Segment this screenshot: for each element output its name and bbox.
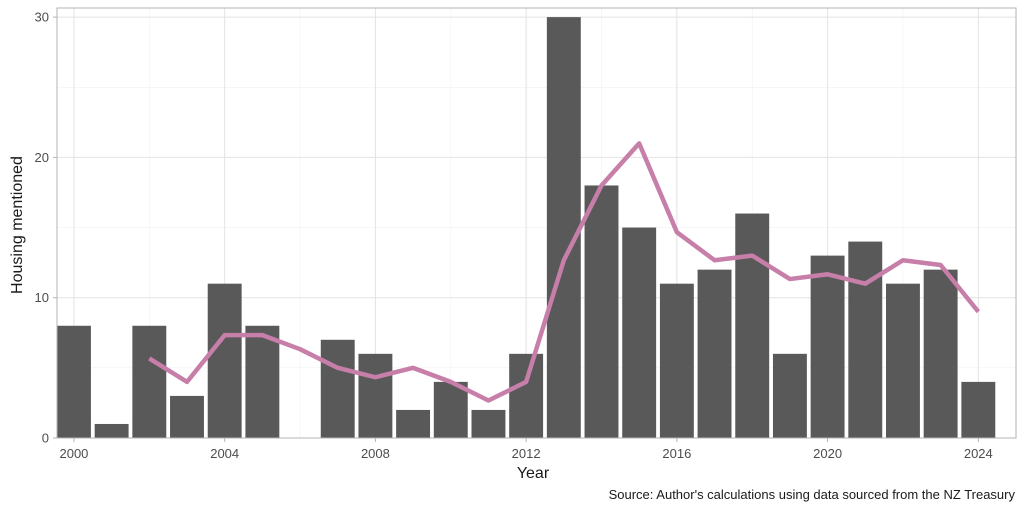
x-tick-label: 2024 bbox=[964, 446, 993, 461]
bar bbox=[622, 227, 657, 438]
bar bbox=[584, 185, 619, 438]
bar bbox=[245, 325, 280, 438]
x-axis-title: Year bbox=[517, 465, 550, 482]
bar bbox=[961, 381, 996, 438]
moving-average-line bbox=[148, 141, 981, 403]
bar-series bbox=[57, 17, 996, 439]
y-tick-label: 10 bbox=[35, 290, 49, 305]
bar bbox=[320, 339, 355, 438]
y-tick-label: 0 bbox=[42, 431, 49, 446]
x-tick-label: 2008 bbox=[361, 446, 390, 461]
x-tick-label: 2016 bbox=[662, 446, 691, 461]
y-tick-label: 20 bbox=[35, 150, 49, 165]
bar bbox=[735, 213, 770, 438]
bar bbox=[772, 353, 807, 438]
line-series bbox=[148, 141, 981, 403]
bar bbox=[885, 283, 920, 438]
bar bbox=[471, 409, 506, 438]
bar bbox=[509, 353, 544, 438]
x-tick-label: 2004 bbox=[210, 446, 239, 461]
bar bbox=[433, 381, 468, 438]
bar bbox=[810, 255, 845, 438]
x-axis-ticks: 2000 2004 2008 2012 2016 2020 2024 bbox=[59, 438, 993, 461]
bar bbox=[546, 17, 581, 439]
bar bbox=[848, 241, 883, 438]
panel-border bbox=[56, 7, 1017, 439]
bar bbox=[358, 353, 393, 438]
x-tick-label: 2012 bbox=[512, 446, 541, 461]
y-tick-label: 30 bbox=[35, 10, 49, 25]
y-axis-ticks: 0 10 20 30 bbox=[35, 10, 57, 446]
bar bbox=[659, 283, 694, 438]
source-caption: Source: Author's calculations using data… bbox=[609, 487, 1016, 502]
bar bbox=[170, 395, 204, 438]
y-axis-title: Housing mentioned bbox=[9, 156, 26, 294]
x-tick-label: 2020 bbox=[813, 446, 842, 461]
bar bbox=[132, 325, 167, 438]
x-tick-label: 2000 bbox=[59, 446, 88, 461]
bar bbox=[697, 269, 732, 438]
bar bbox=[94, 423, 129, 438]
bar bbox=[57, 325, 91, 438]
bar bbox=[923, 269, 958, 438]
bar bbox=[396, 409, 431, 438]
bar bbox=[207, 283, 242, 438]
